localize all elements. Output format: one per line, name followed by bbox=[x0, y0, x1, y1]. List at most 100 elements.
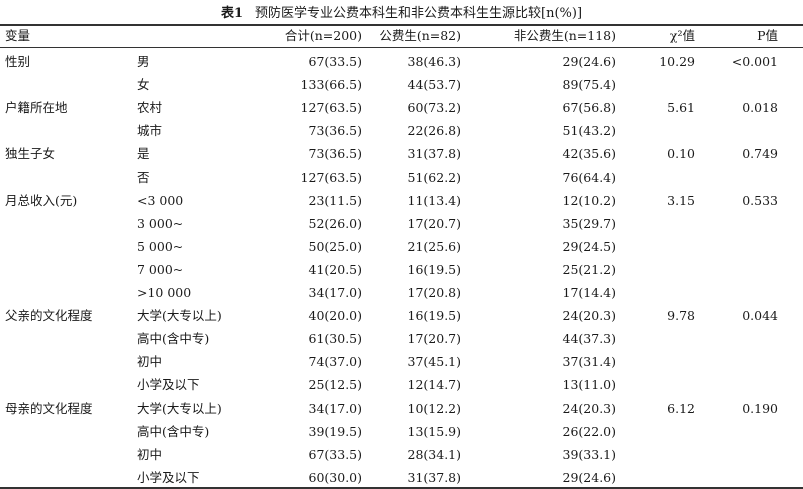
cell-total: 127(63.5) bbox=[300, 169, 362, 185]
table-row: 月总收入(元) <3 000 23(11.5) 11(13.4) 12(10.2) 3.1… bbox=[0, 190, 803, 212]
cell-public: 38(46.3) bbox=[407, 54, 462, 69]
cell-total: 60(30.0) bbox=[308, 469, 363, 485]
cell-public: 21(25.6) bbox=[407, 238, 462, 254]
cell-public: 28(34.1) bbox=[407, 446, 462, 462]
cell-chi: 3.15 bbox=[667, 192, 695, 208]
cell-total: 67(33.5) bbox=[308, 54, 363, 69]
cell-public: 44(53.7) bbox=[407, 77, 462, 93]
cell-nonpublic: 26(22.0) bbox=[562, 423, 617, 439]
header-chi: χ²值 bbox=[669, 28, 695, 43]
table-row: 初中 74(37.0) 37(45.1) 37(31.4) bbox=[0, 351, 803, 373]
cell-public: 60(73.2) bbox=[407, 100, 462, 116]
table-title: 预防医学专业公费本科生和非公费本科生生源比较[n(%)] bbox=[255, 6, 583, 21]
cell-nonpublic: 12(10.2) bbox=[562, 192, 617, 208]
cell-chi: 10.29 bbox=[659, 54, 695, 69]
cell-chi: 9.78 bbox=[667, 308, 695, 324]
cell-public: 51(62.2) bbox=[407, 169, 462, 185]
cell-nonpublic: 37(31.4) bbox=[562, 354, 617, 370]
row-subgroup: 城市 bbox=[137, 123, 163, 139]
row-subgroup: 初中 bbox=[137, 446, 163, 462]
cell-public: 22(26.8) bbox=[407, 123, 462, 139]
table-row: 高中(含中专) 39(19.5) 13(15.9) 26(22.0) bbox=[0, 421, 803, 443]
table-label: 表1 bbox=[220, 6, 244, 21]
row-subgroup: 大学(大专以上) bbox=[137, 308, 222, 324]
row-subgroup: 女 bbox=[137, 77, 150, 93]
cell-nonpublic: 35(29.7) bbox=[562, 215, 617, 231]
row-subgroup: 小学及以下 bbox=[137, 469, 200, 485]
table-row: 初中 67(33.5) 28(34.1) 39(33.1) bbox=[0, 444, 803, 466]
cell-total: 52(26.0) bbox=[308, 215, 363, 231]
cell-public: 31(37.8) bbox=[407, 146, 462, 162]
row-subgroup: 大学(大专以上) bbox=[137, 400, 222, 416]
cell-nonpublic: 13(11.0) bbox=[562, 377, 617, 393]
bottom-rule bbox=[0, 487, 803, 489]
row-subgroup: >10 000 bbox=[137, 285, 192, 300]
header-total: 合计(n=200) bbox=[284, 28, 362, 43]
row-subgroup: 小学及以下 bbox=[137, 377, 200, 393]
header-public: 公费生(n=82) bbox=[379, 28, 461, 43]
cell-total: 127(63.5) bbox=[300, 100, 362, 116]
cell-public: 13(15.9) bbox=[407, 423, 462, 439]
cell-p: 0.533 bbox=[742, 192, 778, 208]
table-row: 城市 73(36.5) 22(26.8) 51(43.2) bbox=[0, 120, 803, 142]
cell-nonpublic: 51(43.2) bbox=[562, 123, 617, 139]
cell-nonpublic: 39(33.1) bbox=[562, 446, 617, 462]
cell-nonpublic: 76(64.4) bbox=[562, 169, 617, 185]
top-rule bbox=[0, 24, 803, 26]
row-subgroup: 农村 bbox=[137, 100, 163, 116]
cell-chi: 5.61 bbox=[667, 100, 695, 116]
cell-public: 17(20.8) bbox=[407, 285, 462, 300]
cell-nonpublic: 25(21.2) bbox=[562, 261, 617, 277]
cell-nonpublic: 29(24.6) bbox=[562, 469, 617, 485]
cell-total: 34(17.0) bbox=[308, 285, 363, 300]
row-subgroup: 是 bbox=[137, 146, 150, 162]
header-nonpublic: 非公费生(n=118) bbox=[513, 28, 616, 43]
cell-total: 39(19.5) bbox=[308, 423, 363, 439]
cell-p: 0.749 bbox=[742, 146, 778, 162]
cell-nonpublic: 17(14.4) bbox=[562, 285, 617, 300]
row-variable: 母亲的文化程度 bbox=[5, 400, 93, 416]
cell-nonpublic: 42(35.6) bbox=[562, 146, 617, 162]
header-rule bbox=[0, 47, 803, 48]
cell-p: 0.018 bbox=[742, 100, 778, 116]
table-row: >10 000 34(17.0) 17(20.8) 17(14.4) bbox=[0, 282, 803, 304]
table-row: 女 133(66.5) 44(53.7) 89(75.4) bbox=[0, 74, 803, 96]
cell-total: 50(25.0) bbox=[308, 238, 363, 254]
cell-p: <0.001 bbox=[731, 54, 778, 69]
cell-chi: 6.12 bbox=[667, 400, 695, 416]
row-subgroup: 5 000~ bbox=[137, 238, 184, 254]
cell-total: 73(36.5) bbox=[308, 123, 363, 139]
cell-public: 11(13.4) bbox=[407, 192, 462, 208]
table-row: 户籍所在地 农村 127(63.5) 60(73.2) 67(56.8) 5.61 0.01… bbox=[0, 97, 803, 119]
table-row: 否 127(63.5) 51(62.2) 76(64.4) bbox=[0, 167, 803, 189]
cell-nonpublic: 44(37.3) bbox=[562, 331, 617, 347]
row-variable: 性别 bbox=[5, 54, 31, 69]
table-row: 高中(含中专) 61(30.5) 17(20.7) 44(37.3) bbox=[0, 328, 803, 350]
cell-total: 61(30.5) bbox=[308, 331, 363, 347]
row-subgroup: 7 000~ bbox=[137, 261, 184, 277]
cell-public: 37(45.1) bbox=[407, 354, 462, 370]
cell-public: 16(19.5) bbox=[407, 308, 462, 324]
cell-total: 67(33.5) bbox=[308, 446, 363, 462]
header-p: P值 bbox=[757, 28, 778, 43]
cell-p: 0.190 bbox=[742, 400, 778, 416]
cell-public: 16(19.5) bbox=[407, 261, 462, 277]
header-variable: 变量 bbox=[5, 28, 31, 43]
cell-total: 133(66.5) bbox=[300, 77, 362, 93]
cell-nonpublic: 24(20.3) bbox=[562, 400, 617, 416]
row-subgroup: <3 000 bbox=[137, 192, 184, 208]
cell-total: 25(12.5) bbox=[308, 377, 363, 393]
cell-nonpublic: 89(75.4) bbox=[562, 77, 617, 93]
row-variable: 户籍所在地 bbox=[5, 100, 68, 116]
row-subgroup: 初中 bbox=[137, 354, 163, 370]
cell-total: 73(36.5) bbox=[308, 146, 363, 162]
cell-total: 34(17.0) bbox=[308, 400, 363, 416]
table-row: 7 000~ 41(20.5) 16(19.5) 25(21.2) bbox=[0, 259, 803, 281]
cell-public: 10(12.2) bbox=[407, 400, 462, 416]
table-row: 母亲的文化程度 大学(大专以上) 34(17.0) 10(12.2) 24(20.3) 6… bbox=[0, 398, 803, 420]
row-variable: 父亲的文化程度 bbox=[5, 308, 93, 324]
header-row: 变量 合计(n=200) 公费生(n=82) 非公费生(n=118) χ²值 P… bbox=[0, 25, 803, 47]
table-row: 独生子女 是 73(36.5) 31(37.8) 42(35.6) 0.10 0.749 bbox=[0, 143, 803, 165]
cell-total: 40(20.0) bbox=[308, 308, 363, 324]
row-subgroup: 否 bbox=[137, 169, 150, 185]
